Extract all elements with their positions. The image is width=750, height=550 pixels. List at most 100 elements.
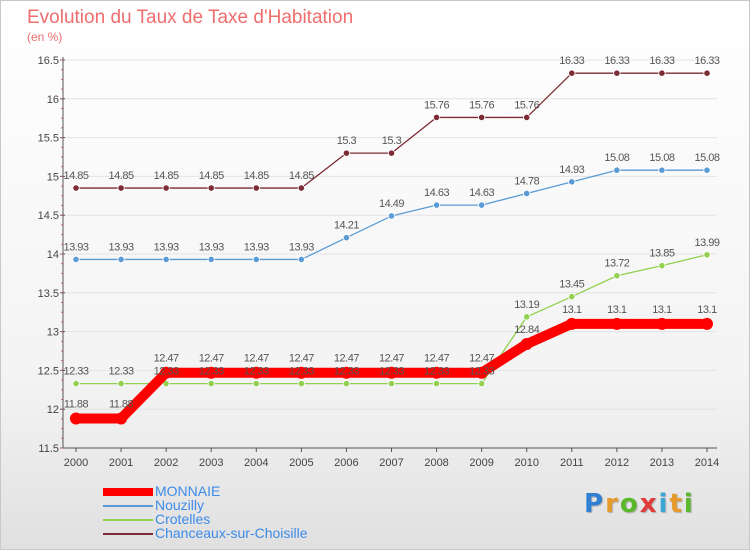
data-label: 13.93: [63, 241, 88, 253]
series-crotelles: [72, 251, 711, 388]
data-label: 15.76: [514, 99, 539, 111]
logo-letter: o: [619, 489, 640, 519]
x-tick-label: 2003: [199, 457, 223, 469]
y-tick-label: 14.5: [38, 210, 59, 222]
data-label: 14.21: [334, 220, 359, 232]
data-label: 13.19: [514, 299, 539, 311]
y-tick-label: 13: [47, 327, 59, 339]
data-label: 12.47: [289, 353, 314, 365]
data-label: 12.47: [154, 353, 179, 365]
data-label: 13.99: [694, 237, 719, 249]
data-point: [207, 379, 215, 388]
data-label: 14.78: [514, 175, 539, 187]
data-point: [568, 293, 576, 301]
data-label: 12.33: [154, 366, 179, 378]
data-point: [432, 201, 441, 209]
data-label: 12.33: [244, 366, 269, 378]
y-tick-label: 14: [47, 249, 59, 261]
data-label: 12.47: [469, 353, 494, 365]
data-label: 15.08: [604, 152, 629, 164]
x-tick-label: 2000: [64, 457, 88, 469]
data-point: [72, 379, 80, 388]
y-tick-label: 12.5: [38, 365, 59, 377]
data-point: [568, 178, 576, 186]
data-point: [565, 317, 578, 330]
data-label: 16.33: [604, 55, 629, 67]
data-label: 12.33: [469, 366, 494, 378]
data-point: [658, 166, 666, 174]
x-tick-label: 2005: [289, 457, 313, 469]
x-tick-label: 2010: [514, 457, 538, 469]
data-label: 12.33: [424, 366, 449, 378]
series-nouzilly: [72, 166, 711, 264]
data-point: [115, 412, 128, 425]
data-label: 11.88: [64, 399, 89, 411]
data-label: 13.45: [559, 279, 584, 291]
data-point: [252, 379, 260, 388]
data-label: 14.85: [244, 170, 269, 182]
data-label: 12.47: [199, 353, 224, 365]
data-label: 14.93: [559, 164, 584, 176]
legend-label-chanceaux: Chanceaux-sur-Choisille: [155, 525, 308, 541]
data-point: [475, 366, 488, 379]
chart-unit-label: (en %): [27, 30, 63, 44]
data-label: 12.47: [424, 353, 449, 365]
data-label: 15.76: [469, 99, 494, 111]
data-point: [387, 212, 396, 220]
data-point: [385, 366, 398, 379]
data-point: [205, 366, 218, 379]
data-point: [162, 255, 170, 264]
data-point: [342, 379, 351, 388]
legend-label-crotelles: Crotelles: [155, 511, 211, 527]
data-label: 12.33: [109, 366, 134, 378]
data-point: [655, 317, 668, 330]
data-label: 12.33: [334, 366, 359, 378]
data-label: 12.84: [514, 324, 539, 336]
x-tick-label: 2009: [469, 457, 493, 469]
data-point: [523, 189, 531, 198]
data-point: [252, 255, 260, 264]
data-label: 12.33: [63, 366, 88, 378]
logo-letter: r: [605, 489, 620, 519]
data-point: [342, 234, 351, 242]
data-point: [340, 366, 353, 379]
y-tick-label: 16: [47, 94, 59, 106]
data-point: [701, 317, 713, 330]
data-label: 13.1: [607, 304, 627, 316]
data-label: 15.08: [694, 152, 719, 164]
legend-label-monnaie: MONNAIE: [155, 483, 221, 499]
x-tick-label: 2013: [650, 457, 674, 469]
data-point: [207, 255, 215, 264]
data-point: [568, 69, 576, 77]
data-label: 16.33: [559, 55, 584, 67]
data-point: [432, 379, 441, 388]
data-label: 15.3: [382, 135, 402, 147]
data-point: [478, 201, 486, 209]
data-label: 14.49: [379, 198, 404, 210]
legend-swatch-monnaie: [103, 488, 153, 496]
data-point: [207, 184, 215, 192]
data-point: [613, 166, 621, 174]
data-point: [387, 379, 396, 388]
legend-swatch-chanceaux: [103, 533, 153, 535]
y-tick-label: 16.5: [38, 55, 59, 67]
data-point: [430, 366, 443, 379]
data-point: [610, 317, 623, 330]
x-tick-label: 2012: [605, 457, 629, 469]
data-point: [297, 255, 305, 264]
data-label: 13.72: [604, 258, 629, 270]
data-point: [520, 338, 533, 351]
x-tick-label: 2008: [424, 457, 448, 469]
data-point: [658, 69, 666, 77]
x-tick-label: 2001: [109, 457, 133, 469]
data-point: [523, 113, 531, 122]
data-label: 13.85: [649, 248, 674, 260]
y-tick-label: 12: [47, 404, 59, 416]
data-point: [703, 166, 711, 174]
data-point: [478, 379, 486, 388]
x-tick-label: 2014: [695, 457, 719, 469]
data-label: 13.93: [154, 241, 179, 253]
y-tick-label: 15.5: [38, 133, 59, 145]
logo-letter: P: [584, 489, 606, 519]
